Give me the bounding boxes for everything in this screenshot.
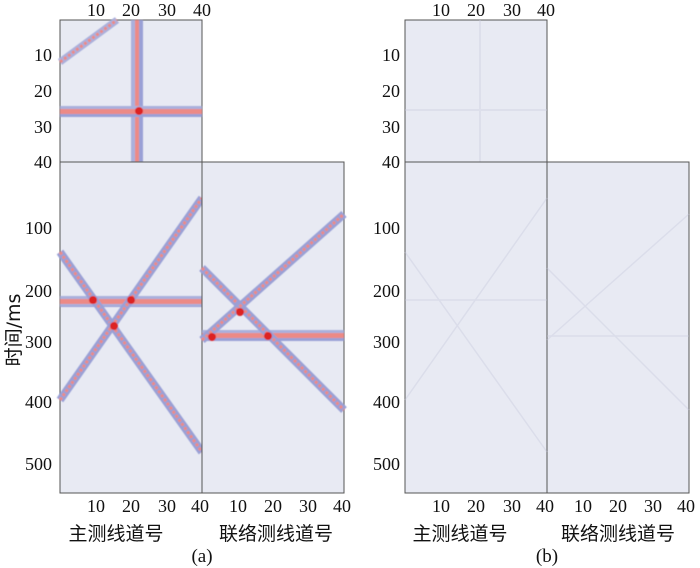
panel-a-crossline-slice [201,161,345,494]
panel-b-inline-slice [404,161,548,494]
panel-a-top-events [57,17,202,162]
panel-b-cross-xtick-4: 40 [677,496,695,516]
panel-b-ytick-400: 400 [373,392,400,412]
panel-b-crossline-slice [546,161,690,494]
panel-b-cross-xtick-1: 10 [574,496,592,516]
panel-a-top-ytick-1: 10 [34,45,52,65]
panel-a-top-ytick-4: 40 [34,152,52,172]
panel-a-top-xtick-3: 30 [158,0,176,20]
panel-a-cross-xtick-4: 40 [333,496,351,516]
panel-a-cross-xtick-1: 10 [229,496,247,516]
panel-a-inline-xtick-4: 40 [191,496,209,516]
panel-b-ytick-300: 300 [373,332,400,352]
panel-b-inline-xtick-4: 40 [536,496,554,516]
panel-a-ytick-500: 500 [25,454,52,474]
panel-a: 10 20 30 40 10 20 30 40 100 200 300 400 … [3,0,351,567]
panel-b-xlabel-crossline: 联络测线道号 [561,523,675,545]
panel-b-inline-xtick-1: 10 [432,496,450,516]
panel-a-inline-xtick-1: 10 [87,496,105,516]
panel-a-inline-events [56,195,206,455]
panel-a-ylabel: 时间/ms [3,294,25,367]
panel-a-top-ytick-2: 20 [34,81,52,101]
panel-a-xlabel-inline: 主测线道号 [68,523,163,545]
panel-b-caption: (b) [536,546,558,567]
panel-b-cross-xtick-3: 30 [644,496,662,516]
panel-b-top-slice [404,19,548,163]
panel-a-caption: (a) [191,546,212,567]
panel-a-inline-xtick-2: 20 [122,496,140,516]
panel-b-cross-xtick-2: 20 [609,496,627,516]
panel-b-ytick-500: 500 [373,454,400,474]
panel-a-cross-xtick-2: 20 [264,496,282,516]
panel-a-ytick-100: 100 [25,218,52,238]
panel-a-ytick-200: 200 [25,281,52,301]
panel-a-top-xtick-1: 10 [87,0,105,20]
panel-a-inline-xtick-3: 30 [158,496,176,516]
panel-b-inline-xtick-2: 20 [467,496,485,516]
panel-a-crossline-events [199,211,347,413]
panel-b-top-ytick-4: 40 [382,152,400,172]
panel-b-top-ytick-2: 20 [382,81,400,101]
panel-b-ytick-200: 200 [373,281,400,301]
panel-a-inline-slice [59,161,203,494]
panel-b-top-xtick-1: 10 [432,0,450,20]
panel-a-xlabel-crossline: 联络测线道号 [219,523,333,545]
panel-b: 10 20 30 40 10 20 30 40 100 200 300 400 … [373,0,695,567]
panel-a-top-xtick-2: 20 [122,0,140,20]
panel-b-xlabel-inline: 主测线道号 [412,523,507,545]
panel-b-top-ytick-1: 10 [382,45,400,65]
panel-b-inline-xtick-3: 30 [503,496,521,516]
panel-b-top-ytick-3: 30 [382,117,400,137]
panel-a-ytick-400: 400 [25,392,52,412]
panel-b-ytick-100: 100 [373,218,400,238]
panel-b-top-xtick-4: 40 [537,0,555,20]
panel-a-cross-xtick-3: 30 [299,496,317,516]
panel-a-top-ytick-3: 30 [34,117,52,137]
panel-a-ytick-300: 300 [25,332,52,352]
panel-b-top-xtick-3: 30 [503,0,521,20]
panel-a-top-xtick-4: 40 [193,0,211,20]
panel-b-top-xtick-2: 20 [467,0,485,20]
